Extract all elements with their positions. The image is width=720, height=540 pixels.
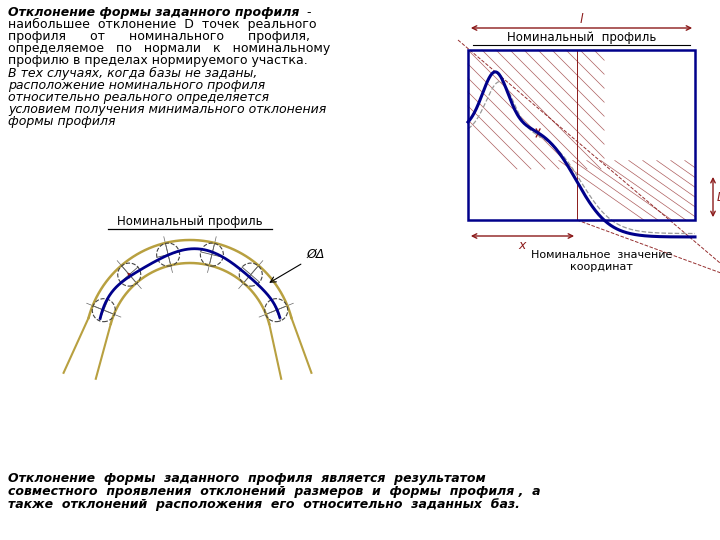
Text: Отклонение формы заданного профиля: Отклонение формы заданного профиля <box>8 6 300 19</box>
Text: D: D <box>717 191 720 204</box>
Text: профилю в пределах нормируемого участка.: профилю в пределах нормируемого участка. <box>8 54 307 67</box>
Text: l: l <box>580 13 583 26</box>
Text: Номинальное  значение
координат: Номинальное значение координат <box>531 250 672 272</box>
Text: -: - <box>303 6 312 19</box>
Text: формы профиля: формы профиля <box>8 115 115 128</box>
Text: x: x <box>519 239 526 252</box>
Text: профиля      от      номинального      профиля,: профиля от номинального профиля, <box>8 30 310 43</box>
Text: ØΔ: ØΔ <box>306 248 325 261</box>
Text: Номинальный  профиль: Номинальный профиль <box>507 31 656 44</box>
Text: определяемое   по   нормали   к   номинальному: определяемое по нормали к номинальному <box>8 42 330 55</box>
Text: В тех случаях, когда базы не заданы,: В тех случаях, когда базы не заданы, <box>8 67 257 80</box>
Text: Номинальный профиль: Номинальный профиль <box>117 215 263 228</box>
Text: расположение номинального профиля: расположение номинального профиля <box>8 79 265 92</box>
Text: относительно реального определяется: относительно реального определяется <box>8 91 269 104</box>
Text: условием получения минимального отклонения: условием получения минимального отклонен… <box>8 103 326 116</box>
Text: также  отклонений  расположения  его  относительно  заданных  баз.: также отклонений расположения его относи… <box>8 498 520 511</box>
Text: Отклонение  формы  заданного  профиля  является  результатом: Отклонение формы заданного профиля являе… <box>8 472 486 485</box>
Text: наибольшее  отклонение  D  точек  реального: наибольшее отклонение D точек реального <box>8 18 317 31</box>
Text: совместного  проявления  отклонений  размеров  и  формы  профиля ,  а: совместного проявления отклонений размер… <box>8 485 541 498</box>
Bar <box>468 50 695 220</box>
